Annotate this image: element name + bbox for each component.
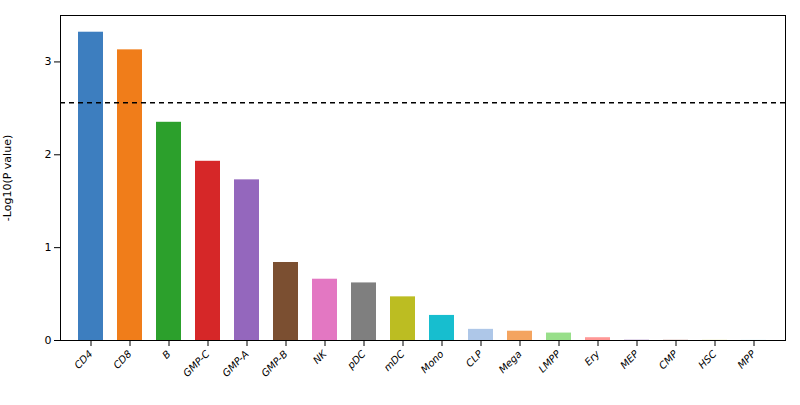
svg-text:1: 1 bbox=[45, 241, 52, 254]
svg-text:GMP-A: GMP-A bbox=[220, 348, 251, 379]
svg-text:NK: NK bbox=[311, 347, 330, 366]
svg-text:MEP: MEP bbox=[618, 348, 641, 371]
svg-text:mDC: mDC bbox=[382, 348, 407, 373]
svg-text:3: 3 bbox=[45, 55, 52, 68]
svg-text:GMP-B: GMP-B bbox=[259, 348, 290, 379]
svg-text:Mono: Mono bbox=[419, 348, 446, 375]
svg-text:Ery: Ery bbox=[582, 347, 602, 367]
svg-text:-Log10(P value): -Log10(P value) bbox=[1, 135, 14, 221]
svg-text:B: B bbox=[160, 348, 173, 361]
svg-text:2: 2 bbox=[45, 148, 52, 161]
svg-text:Mega: Mega bbox=[497, 348, 524, 375]
svg-text:LMPP: LMPP bbox=[536, 348, 563, 375]
svg-text:pDC: pDC bbox=[344, 348, 367, 371]
svg-text:CD8: CD8 bbox=[111, 348, 134, 371]
svg-text:GMP-C: GMP-C bbox=[181, 348, 212, 379]
svg-text:CLP: CLP bbox=[464, 348, 486, 370]
svg-text:MPP: MPP bbox=[735, 348, 758, 371]
svg-text:HSC: HSC bbox=[696, 348, 719, 371]
svg-text:CMP: CMP bbox=[657, 348, 681, 372]
svg-text:0: 0 bbox=[45, 334, 52, 347]
svg-text:CD4: CD4 bbox=[72, 348, 95, 371]
